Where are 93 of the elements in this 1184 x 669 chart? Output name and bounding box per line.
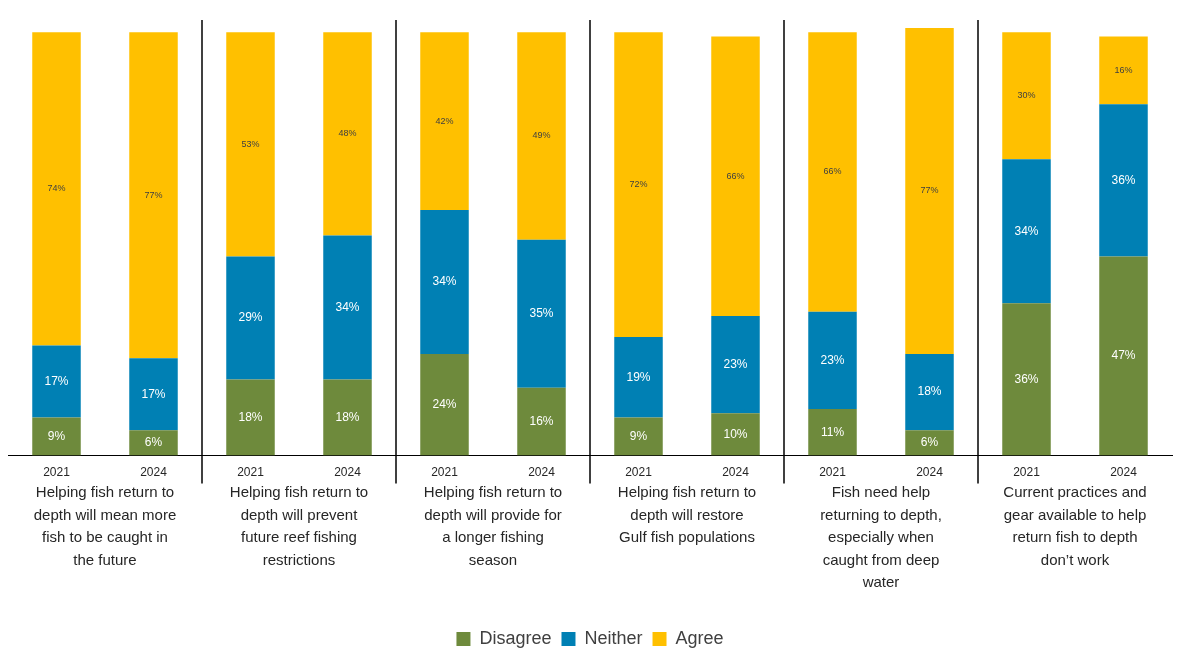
data-label: 10% xyxy=(723,426,748,441)
bar xyxy=(711,413,760,456)
bar xyxy=(1002,303,1051,456)
x-tick-label: 2024 xyxy=(1110,465,1138,480)
x-tick-label: 2024 xyxy=(140,465,168,480)
bar xyxy=(1099,104,1148,257)
bar xyxy=(711,315,760,414)
data-label: 53% xyxy=(241,138,260,149)
bar xyxy=(905,353,954,431)
data-label: 47% xyxy=(1111,348,1136,363)
bar xyxy=(517,239,566,388)
x-tick-label: 2024 xyxy=(916,465,944,480)
legend-label: Agree xyxy=(675,627,724,648)
legend-label: Disagree xyxy=(479,627,552,648)
bar xyxy=(517,387,566,456)
bar xyxy=(226,32,275,257)
data-label: 30% xyxy=(1017,90,1036,101)
x-tick-label: 2021 xyxy=(431,465,459,480)
bar xyxy=(32,345,81,418)
data-label: 23% xyxy=(820,352,845,367)
data-label: 16% xyxy=(1114,64,1133,75)
data-label: 11% xyxy=(820,424,845,439)
data-label: 48% xyxy=(338,128,357,139)
data-label: 18% xyxy=(238,409,263,424)
data-label: 77% xyxy=(920,185,939,196)
bar xyxy=(129,430,178,456)
bar xyxy=(1002,159,1051,304)
bar xyxy=(226,379,275,456)
bar xyxy=(420,210,469,354)
data-label: 18% xyxy=(917,384,942,399)
data-label: 6% xyxy=(144,435,163,450)
data-label: 36% xyxy=(1014,371,1039,386)
bar xyxy=(323,379,372,456)
x-tick-label: 2021 xyxy=(625,465,653,480)
x-tick-label: 2021 xyxy=(1013,465,1041,480)
bar xyxy=(129,32,178,359)
data-label: 19% xyxy=(626,369,651,384)
bar xyxy=(614,32,663,338)
data-label: 66% xyxy=(726,170,745,181)
bar xyxy=(420,32,469,211)
bar xyxy=(905,28,954,354)
bar xyxy=(226,256,275,380)
bar xyxy=(32,32,81,346)
data-label: 49% xyxy=(532,130,551,141)
data-label: 17% xyxy=(44,373,69,388)
bar xyxy=(711,36,760,316)
data-label: 34% xyxy=(432,274,457,289)
data-label: 36% xyxy=(1111,172,1136,187)
bar xyxy=(808,409,857,456)
x-tick-label: 2024 xyxy=(528,465,556,480)
data-label: 34% xyxy=(1014,223,1039,238)
legend-label: Neither xyxy=(584,627,643,648)
bar xyxy=(32,417,81,456)
data-label: 34% xyxy=(335,299,360,314)
data-label: 29% xyxy=(238,310,263,325)
text: Fish need help returning to depth, especially when caught from deep water xyxy=(820,483,942,591)
data-label: 23% xyxy=(723,356,748,371)
bar xyxy=(1099,36,1148,105)
bar xyxy=(905,430,954,456)
x-tick-label: 2021 xyxy=(819,465,847,480)
data-label: 24% xyxy=(432,397,457,412)
text: Helping fish return to depth will restore Gulf fish populations xyxy=(617,483,757,546)
data-label: 16% xyxy=(529,414,554,429)
data-label: 42% xyxy=(435,115,454,126)
data-label: 72% xyxy=(629,179,648,190)
data-label: 9% xyxy=(47,428,66,443)
text: Current practices and gear available to help return fish to depth don’t work xyxy=(1003,483,1147,568)
data-label: 17% xyxy=(141,386,166,401)
bar xyxy=(323,235,372,380)
data-label: 18% xyxy=(335,409,360,424)
bar xyxy=(420,353,469,456)
x-tick-label: 2024 xyxy=(334,465,362,480)
bar xyxy=(517,32,566,240)
x-tick-label: 2024 xyxy=(722,465,750,480)
data-label: 74% xyxy=(47,183,66,194)
x-tick-label: 2021 xyxy=(43,465,71,480)
bar xyxy=(129,358,178,431)
bar xyxy=(614,337,663,418)
x-tick-label: 2021 xyxy=(237,465,265,480)
text: Helping fish return to depth will provide for a longer fishing season xyxy=(423,483,563,568)
text: Helping fish return to depth will mean more fish to be caught in the future xyxy=(33,483,177,568)
bar xyxy=(1002,32,1051,160)
text: Helping fish return to depth will prevent future reef fishing restrictions xyxy=(229,483,369,568)
data-label: 66% xyxy=(823,166,842,177)
data-label: 35% xyxy=(529,306,554,321)
bar xyxy=(614,417,663,456)
data-label: 77% xyxy=(144,189,163,200)
bar xyxy=(808,32,857,312)
data-label: 9% xyxy=(629,428,648,443)
bar xyxy=(808,311,857,410)
bar xyxy=(323,32,372,236)
data-label: 6% xyxy=(920,435,939,450)
bar xyxy=(1099,256,1148,456)
